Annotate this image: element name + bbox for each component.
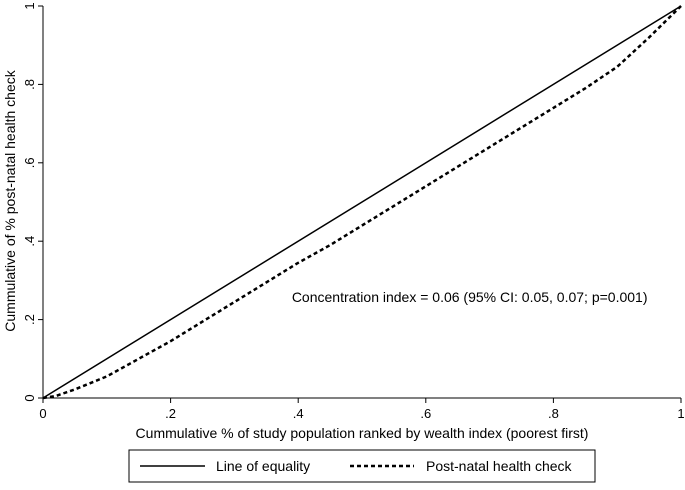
- y-tick-label: 1: [22, 2, 37, 9]
- legend-label-equality: Line of equality: [216, 458, 310, 474]
- y-axis: 0 .2 .4 .6 .8 1: [22, 2, 43, 402]
- legend-label-postnatal: Post-natal health check: [426, 458, 573, 474]
- y-tick-label: .6: [22, 157, 37, 168]
- legend-box: [128, 449, 596, 483]
- series-layer: [42, 5, 682, 400]
- y-tick-label: 0: [22, 394, 37, 401]
- y-tick-label: .4: [22, 236, 37, 247]
- y-tick-label: .8: [22, 79, 37, 90]
- x-tick-label: 1: [677, 406, 684, 421]
- plot-frame: [42, 6, 681, 399]
- series-line-equality: [42, 5, 682, 399]
- series-line-postnatal: [42, 5, 682, 400]
- concentration-index-annotation: Concentration index = 0.06 (95% CI: 0.05…: [292, 289, 648, 305]
- x-axis-title: Cummulative % of study population ranked…: [136, 425, 589, 441]
- x-tick-label: .8: [548, 406, 559, 421]
- x-tick-label: .6: [420, 406, 431, 421]
- legend: Line of equality Post-natal health check: [128, 449, 596, 483]
- y-tick-label: .2: [22, 314, 37, 325]
- x-tick-label: 0: [39, 406, 46, 421]
- x-tick-label: .4: [293, 406, 304, 421]
- x-tick-label: .2: [165, 406, 176, 421]
- x-axis: 0 .2 .4 .6 .8 1: [39, 398, 685, 421]
- y-axis-title: Cummulative of % post-natal health check: [2, 69, 18, 331]
